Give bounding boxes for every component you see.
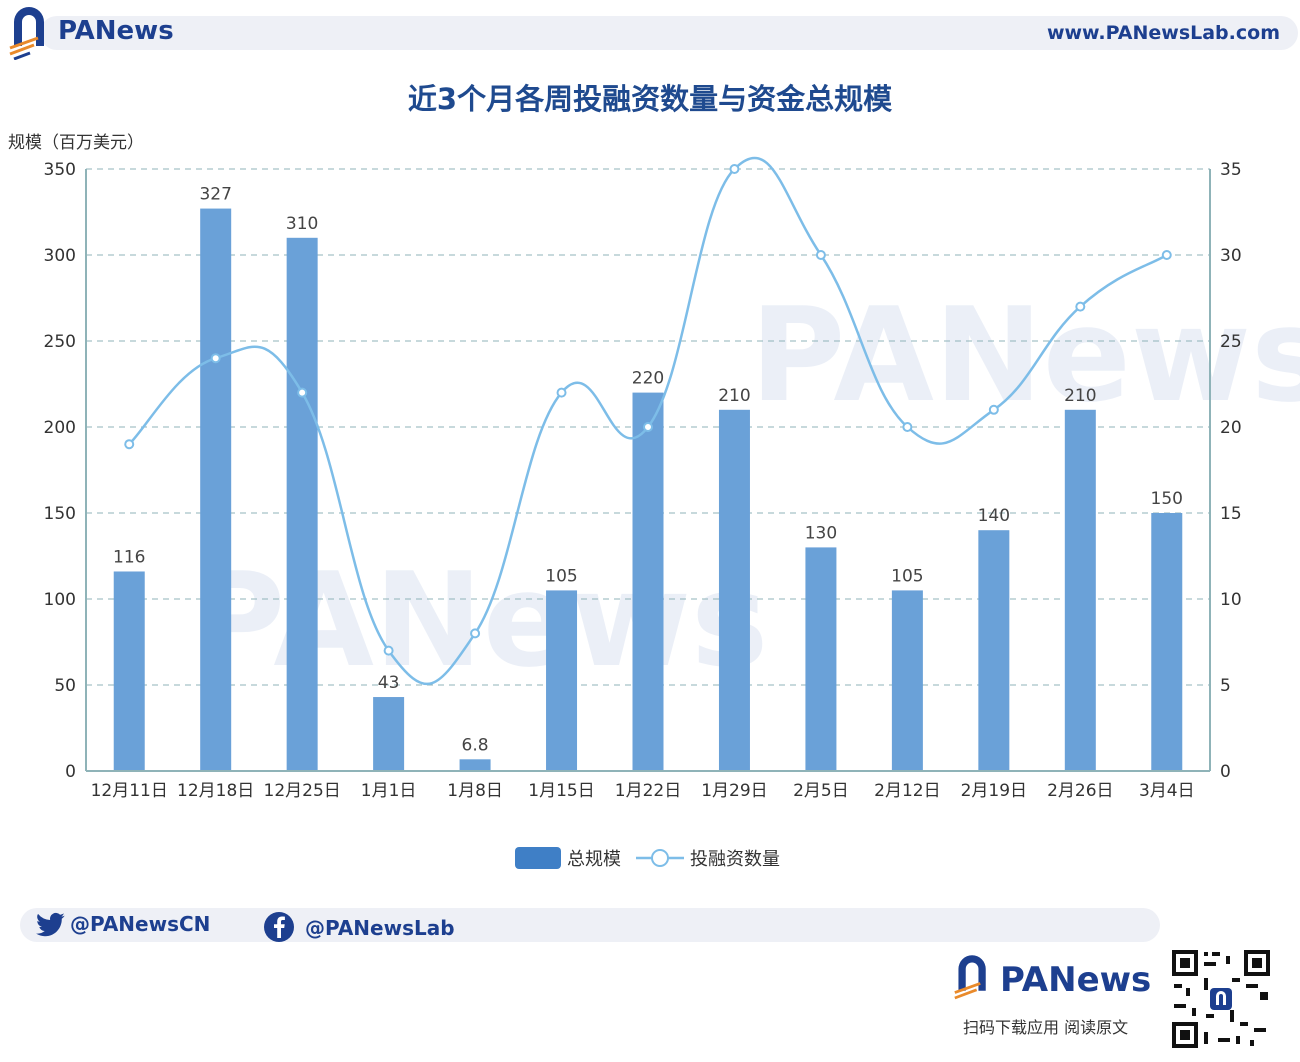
y2-tick-label: 25 [1220, 332, 1242, 352]
bar-value-label: 220 [632, 369, 664, 389]
legend-line-marker [651, 849, 669, 867]
y2-tick-label: 35 [1220, 160, 1242, 180]
line-point [643, 422, 653, 432]
y2-tick-label: 15 [1220, 504, 1242, 524]
line-point [383, 645, 394, 656]
y-tick-label: 150 [44, 504, 76, 524]
line-point [1075, 301, 1086, 312]
bar-value-label: 210 [718, 386, 750, 406]
y-tick-label: 100 [44, 590, 76, 610]
header-bar [40, 16, 1298, 50]
twitter-icon[interactable] [36, 912, 66, 938]
bar-value-label: 140 [978, 506, 1010, 526]
facebook-handle[interactable]: @PANewsLab [305, 916, 455, 940]
y2-tick-label: 30 [1220, 246, 1242, 266]
line-point [210, 353, 221, 364]
x-tick-label: 1月29日 [701, 781, 767, 801]
series-line [128, 156, 1168, 686]
bar-value-label: 6.8 [462, 735, 489, 755]
x-tick-label: 12月11日 [91, 781, 168, 801]
footer-logo-icon [954, 955, 986, 1000]
x-tick-label: 3月4日 [1139, 781, 1195, 801]
watermark-text: PANews [750, 279, 1300, 431]
bar-value-label: 43 [378, 673, 400, 693]
y2-tick-label: 0 [1220, 762, 1231, 782]
bar-value-label: 327 [199, 185, 231, 205]
watermark-text-2: PANews [190, 544, 768, 696]
line-point [470, 628, 481, 639]
x-tick-label: 2月26日 [1047, 781, 1113, 801]
line-point [297, 387, 308, 398]
legend-line-label: 投融资数量 [690, 849, 780, 870]
website-url[interactable]: www.PANewsLab.com [1046, 22, 1280, 44]
y-axis-label: 规模（百万美元） [8, 133, 144, 153]
bar [286, 237, 318, 772]
line-point [556, 387, 567, 398]
bar [805, 547, 837, 771]
y-tick-label: 0 [65, 762, 76, 782]
bar-value-label: 130 [805, 523, 837, 543]
bar [459, 759, 491, 771]
line-point [1161, 250, 1172, 260]
line-point [988, 404, 999, 415]
bar [632, 392, 664, 771]
facebook-icon[interactable] [263, 911, 295, 943]
line-point [729, 164, 740, 174]
twitter-handle[interactable]: @PANewsCN [70, 912, 211, 936]
x-tick-label: 12月25日 [264, 781, 341, 801]
legend-bar-swatch [515, 847, 561, 869]
bar-value-label: 116 [113, 547, 145, 567]
footer-brand-name: PANews [1000, 960, 1152, 1000]
x-tick-label: 1月22日 [615, 781, 681, 801]
line-point [815, 250, 826, 260]
bar [891, 590, 923, 771]
bar [373, 697, 405, 771]
y2-tick-label: 5 [1220, 676, 1231, 696]
y-tick-label: 200 [44, 418, 76, 438]
line-point [902, 422, 913, 432]
x-tick-label: 1月1日 [361, 781, 417, 801]
bar-value-label: 210 [1064, 386, 1096, 406]
bar [546, 590, 578, 771]
bar [978, 530, 1010, 771]
bar [1151, 513, 1183, 771]
bar [718, 409, 750, 771]
brand-name: PANews [58, 16, 174, 46]
bar [1064, 409, 1096, 771]
bar-value-label: 105 [891, 566, 923, 586]
legend-bar-label: 总规模 [567, 849, 621, 870]
x-tick-label: 2月12日 [874, 781, 940, 801]
chart-canvas: PANews PANews 116327310436.8105220210130… [8, 133, 1300, 870]
y-tick-label: 350 [44, 160, 76, 180]
y-tick-label: 250 [44, 332, 76, 352]
panews-logo-icon [9, 7, 44, 60]
x-tick-label: 1月8日 [447, 781, 503, 801]
x-tick-label: 2月19日 [961, 781, 1027, 801]
footer-caption: 扫码下载应用 阅读原文 [963, 1018, 1129, 1037]
bar [200, 208, 232, 771]
social-bar [20, 908, 1160, 942]
line-point [124, 439, 135, 450]
y2-tick-label: 10 [1220, 590, 1242, 610]
x-tick-label: 2月5日 [793, 781, 849, 801]
bar-value-label: 105 [545, 566, 577, 586]
qr-code-icon[interactable] [1170, 948, 1272, 1050]
bar-value-label: 310 [286, 214, 318, 234]
x-tick-label: 1月15日 [528, 781, 594, 801]
y-tick-label: 300 [44, 246, 76, 266]
bar [113, 571, 145, 771]
y-tick-label: 50 [54, 676, 76, 696]
bar-value-label: 150 [1151, 489, 1183, 509]
y2-tick-label: 20 [1220, 418, 1242, 438]
chart-title: 近3个月各周投融资数量与资金总规模 [407, 82, 893, 116]
x-tick-label: 12月18日 [177, 781, 254, 801]
